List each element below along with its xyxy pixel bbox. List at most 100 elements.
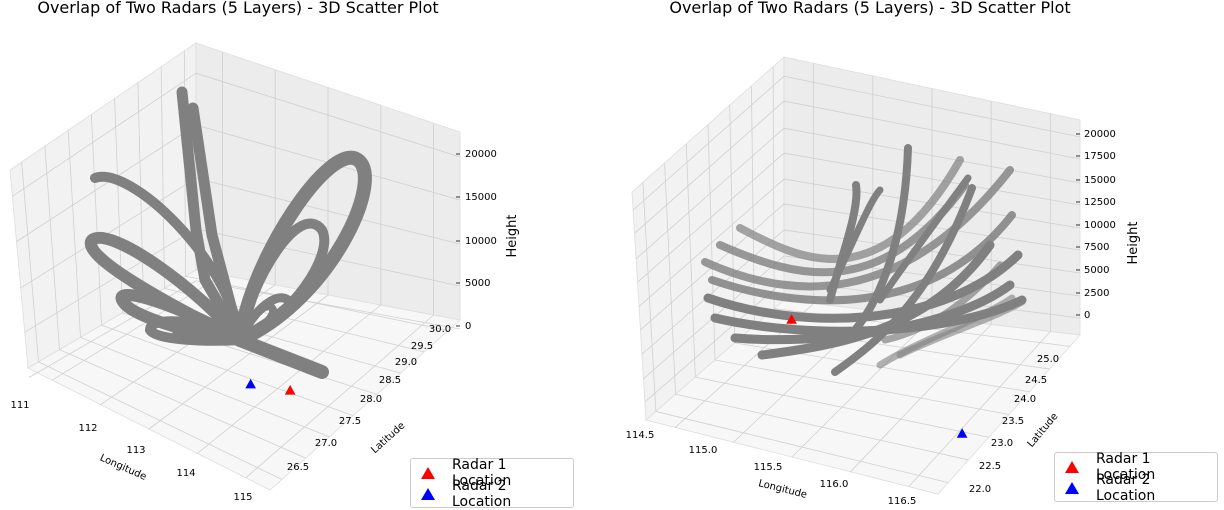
grid-line [80,337,330,438]
z-tick-label: 15000 [465,192,497,203]
y-tick-label: 22.0 [969,484,991,495]
left-axis-ticks: 111 112 113 114 115 26.5 27.027.5 28.0 28.5 29.0 2… [10,149,496,503]
right-plot: Overlap of Two Radars (5 Layers) - 3D Sc… [626,0,1141,507]
grid-line [638,178,785,307]
radar-1-marker [284,385,296,395]
x-tick-label: 116.5 [888,496,917,507]
left-point-band [233,333,329,379]
right-legend-label-radar-1: Radar 1 Location [1096,450,1156,483]
red-triangle-icon [421,466,435,479]
y-tick-label: 28.5 [379,375,401,386]
grid-line [783,75,1081,138]
right-z-axis-label: Height [1126,222,1141,265]
grid-line [641,229,785,355]
grid-line [38,361,283,480]
y-tick-label: 30.0 [429,324,451,335]
grid-line [24,228,197,333]
z-tick-label: 10000 [465,236,497,247]
left-legend-label-radar-1: Radar 1 Location [452,456,512,489]
y-tick-label: 26.5 [287,462,309,473]
x-tick-label: 114.5 [626,430,655,441]
grid-line [245,314,434,479]
right-scatter-points [701,144,1027,376]
x-tick-label: 115 [233,492,252,503]
grid-line [685,143,696,378]
right-x-axis-label: Longitude [757,478,808,501]
z-tick-label: 20000 [1084,129,1116,140]
right-point-band [881,261,1004,344]
x-tick-label: 112 [78,423,97,434]
y-tick-label: 29.0 [395,357,417,368]
grid-line [12,72,197,197]
grid-line [655,411,949,484]
left-point-band [236,302,277,344]
grid-line [148,294,329,430]
grid-line [714,359,1010,415]
grid-line [783,127,1081,184]
blue-triangle-icon [421,487,435,500]
grid-line [21,162,39,362]
grid-line [783,229,1081,274]
y-tick-label: 25.0 [1037,354,1059,365]
z-tick-label: 17500 [1084,151,1116,162]
left-x-axis-label: Longitude [98,453,148,483]
right-legend: Radar 1 Location Radar 2 Location [1054,451,1218,504]
grid-line [67,130,81,338]
grid-line [634,100,785,234]
right-point-band [826,186,884,294]
grid-line [635,127,785,260]
z-tick-label: 12500 [1084,197,1116,208]
y-tick-label: 24.5 [1025,375,1047,386]
right-point-band [896,298,1026,359]
grid-line [642,182,657,412]
x-tick-label: 115.0 [689,445,718,456]
y-tick-label: 29.5 [411,341,433,352]
right-plot-title: Overlap of Two Radars (5 Layers) - 3D Sc… [669,0,1070,17]
blue-triangle-icon [1065,481,1079,494]
grid-line [90,114,102,326]
grid-line [16,124,197,242]
grid-line [195,177,461,245]
right-point-band [701,166,1014,291]
grid-line [695,376,989,438]
y-tick-label: 23.0 [991,438,1013,449]
right-legend-entry-radar-1: Radar 1 Location [1061,451,1211,483]
z-tick-label: 7500 [1084,242,1109,253]
right-point-band [851,144,912,334]
y-tick-label: 27.5 [339,416,361,427]
left-point-band [115,288,246,346]
x-tick-label: 115.5 [754,462,783,473]
radar-2-marker [956,428,968,438]
left-scatter-points [84,86,372,379]
left-point-band [195,323,244,345]
grid-line [44,146,60,350]
grid-line [783,152,1081,206]
left-gridlines [12,50,461,480]
grid-line [644,280,785,403]
grid-line [59,349,306,459]
z-tick-label: 0 [1084,310,1090,321]
grid-line [675,393,969,461]
right-point-band [876,174,972,304]
right-legend-label-radar-2: Radar 2 Location [1096,471,1156,504]
y-tick-label: 23.5 [1002,416,1024,427]
left-radar-markers [245,378,296,395]
grid-line [632,75,785,211]
left-legend-label-radar-2: Radar 2 Location [452,477,512,510]
left-y-axis-label: Latitude [369,420,407,456]
z-tick-label: 5000 [465,278,490,289]
left-legend-entry-radar-1: Radar 1 Location [417,457,567,489]
x-tick-label: 113 [126,445,145,456]
radar-1-marker [786,314,797,324]
right-point-band [708,211,1016,305]
z-tick-label: 5000 [1084,265,1109,276]
x-tick-label: 114 [176,468,195,479]
z-tick-label: 20000 [465,149,497,160]
right-legend-entry-radar-2: Radar 2 Location [1061,472,1211,504]
y-tick-label: 24.0 [1014,394,1036,405]
grid-line [637,152,785,283]
x-tick-label: 116.0 [820,479,849,490]
grid-line [664,163,676,395]
